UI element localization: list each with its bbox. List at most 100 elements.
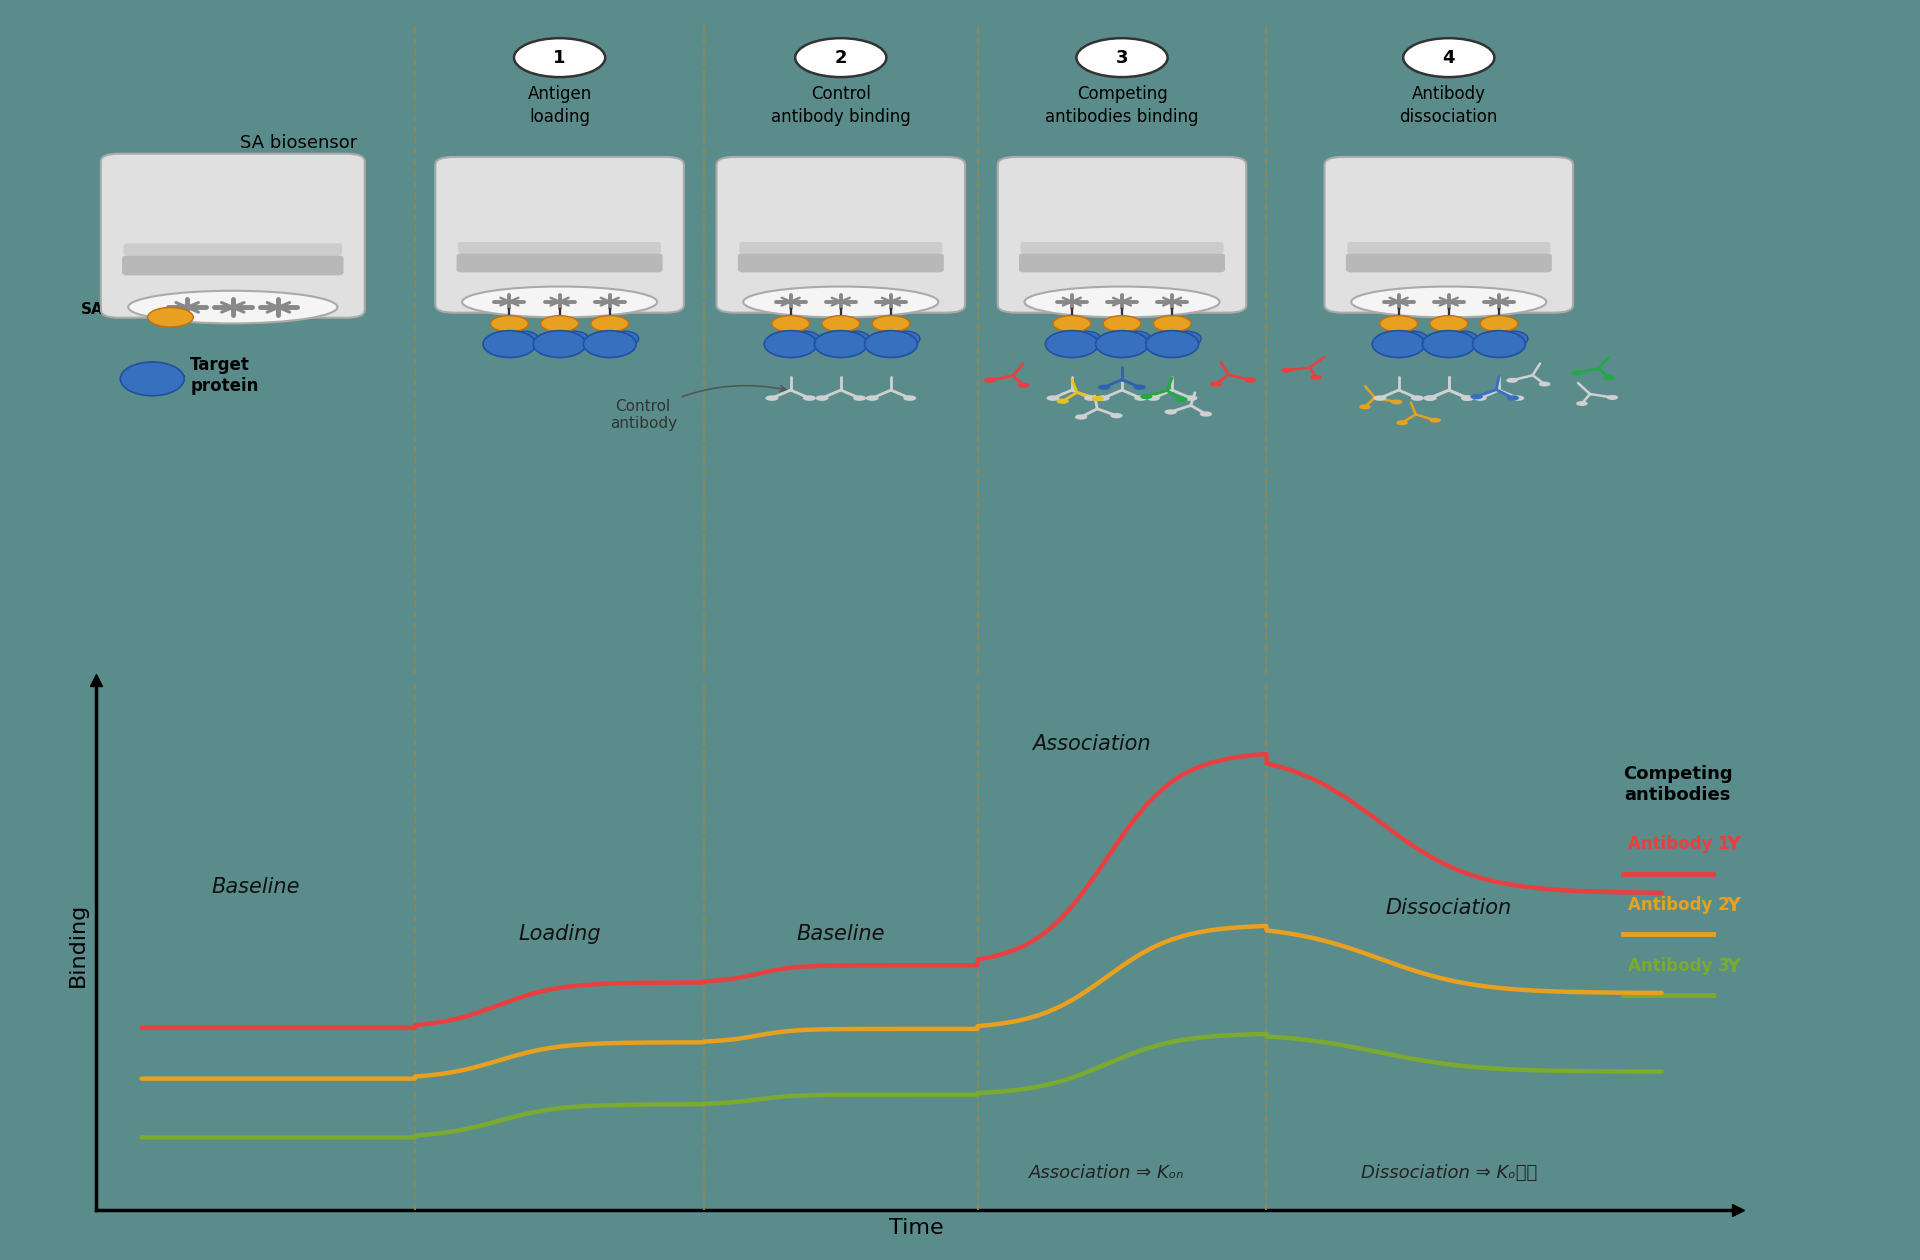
Ellipse shape: [1500, 331, 1528, 346]
Circle shape: [1471, 394, 1482, 399]
Circle shape: [1091, 396, 1104, 401]
Circle shape: [1428, 418, 1442, 422]
Circle shape: [902, 396, 916, 401]
Ellipse shape: [463, 286, 657, 318]
Circle shape: [1135, 396, 1148, 401]
Ellipse shape: [743, 286, 939, 318]
Ellipse shape: [129, 291, 338, 324]
Circle shape: [852, 396, 866, 401]
FancyBboxPatch shape: [436, 158, 684, 312]
Ellipse shape: [561, 331, 589, 346]
Circle shape: [983, 378, 996, 383]
FancyBboxPatch shape: [716, 158, 966, 312]
Text: Υ: Υ: [1726, 896, 1740, 915]
Circle shape: [1475, 396, 1486, 401]
Text: Association: Association: [1033, 733, 1150, 753]
Ellipse shape: [584, 330, 636, 358]
Text: 1: 1: [553, 49, 566, 67]
Text: Υ: Υ: [1726, 956, 1740, 975]
Ellipse shape: [1450, 331, 1478, 346]
Ellipse shape: [1123, 331, 1150, 346]
X-axis label: Time: Time: [889, 1218, 945, 1237]
Ellipse shape: [764, 330, 818, 358]
Circle shape: [1165, 410, 1177, 415]
Ellipse shape: [814, 330, 868, 358]
Circle shape: [1309, 375, 1321, 379]
Text: Υ: Υ: [1726, 835, 1740, 854]
Circle shape: [1210, 382, 1223, 387]
Circle shape: [148, 307, 194, 326]
Ellipse shape: [791, 331, 820, 346]
FancyBboxPatch shape: [737, 253, 945, 272]
Text: Baseline: Baseline: [211, 877, 300, 897]
Circle shape: [1430, 315, 1467, 331]
Text: Competing
antibodies binding: Competing antibodies binding: [1044, 84, 1198, 126]
Text: Antibody 3: Antibody 3: [1628, 958, 1730, 975]
Circle shape: [1056, 398, 1069, 404]
Circle shape: [1075, 415, 1087, 420]
FancyBboxPatch shape: [459, 242, 660, 253]
Circle shape: [591, 315, 628, 331]
Text: Antigen
loading: Antigen loading: [528, 84, 591, 126]
Text: Antibody 1: Antibody 1: [1628, 835, 1730, 853]
Circle shape: [1571, 370, 1582, 375]
Ellipse shape: [1096, 330, 1148, 358]
Ellipse shape: [121, 362, 184, 396]
Circle shape: [803, 396, 816, 401]
Circle shape: [1423, 396, 1436, 401]
Circle shape: [1110, 413, 1123, 418]
Circle shape: [1077, 38, 1167, 77]
Text: Dissociation ⇒ Kₒᵯᵯ: Dissociation ⇒ Kₒᵯᵯ: [1361, 1163, 1536, 1182]
Circle shape: [795, 38, 887, 77]
FancyBboxPatch shape: [1346, 253, 1551, 272]
Ellipse shape: [1373, 330, 1425, 358]
Ellipse shape: [1044, 330, 1098, 358]
Y-axis label: Binding: Binding: [67, 903, 88, 987]
Circle shape: [1085, 396, 1096, 401]
Circle shape: [772, 315, 810, 331]
Text: SA: SA: [81, 302, 104, 318]
Text: 4: 4: [1442, 49, 1455, 67]
Ellipse shape: [1025, 286, 1219, 318]
Ellipse shape: [1352, 286, 1546, 318]
Text: Biotin: Biotin: [190, 309, 246, 326]
Ellipse shape: [1173, 331, 1202, 346]
FancyBboxPatch shape: [123, 243, 342, 256]
Circle shape: [1607, 394, 1619, 399]
Ellipse shape: [1400, 331, 1428, 346]
Circle shape: [1576, 401, 1588, 406]
Circle shape: [1359, 404, 1371, 410]
Ellipse shape: [484, 330, 536, 358]
FancyBboxPatch shape: [1020, 253, 1225, 272]
FancyBboxPatch shape: [1021, 242, 1223, 253]
Circle shape: [866, 396, 879, 401]
Circle shape: [1133, 384, 1146, 389]
Text: Antibody 2: Antibody 2: [1628, 896, 1730, 915]
Ellipse shape: [534, 330, 586, 358]
Circle shape: [1507, 378, 1519, 383]
Circle shape: [1390, 399, 1402, 404]
Text: Antibody
dissociation: Antibody dissociation: [1400, 84, 1498, 126]
Circle shape: [1185, 396, 1198, 401]
Circle shape: [766, 396, 778, 401]
Circle shape: [1480, 315, 1519, 331]
FancyBboxPatch shape: [998, 158, 1246, 312]
Circle shape: [816, 396, 829, 401]
Text: Dissociation: Dissociation: [1386, 898, 1511, 919]
Text: SA biosensor: SA biosensor: [240, 134, 357, 151]
Text: Control
antibody binding: Control antibody binding: [772, 84, 910, 126]
Ellipse shape: [1073, 331, 1100, 346]
Circle shape: [1603, 375, 1615, 381]
FancyBboxPatch shape: [739, 242, 943, 253]
Circle shape: [1046, 396, 1060, 401]
Text: Loading: Loading: [518, 925, 601, 945]
Circle shape: [1538, 382, 1549, 387]
Circle shape: [1140, 394, 1152, 399]
Ellipse shape: [611, 331, 639, 346]
FancyBboxPatch shape: [1348, 242, 1549, 253]
Circle shape: [515, 38, 605, 77]
Ellipse shape: [843, 331, 870, 346]
Circle shape: [822, 315, 860, 331]
Circle shape: [1411, 396, 1425, 401]
Circle shape: [1244, 378, 1256, 383]
